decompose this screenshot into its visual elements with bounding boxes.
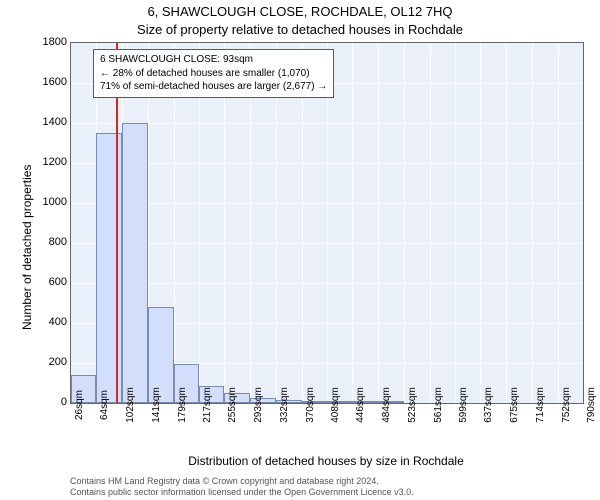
x-tick-label: 523sqm [407, 387, 418, 423]
histogram-bar [122, 123, 148, 403]
gridline-vertical [506, 43, 507, 403]
x-tick-label: 293sqm [253, 387, 264, 423]
gridline-vertical [558, 43, 559, 403]
gridline-vertical [532, 43, 533, 403]
x-tick-label: 370sqm [305, 387, 316, 423]
x-tick-label: 141sqm [151, 387, 162, 423]
x-tick-label: 675sqm [509, 387, 520, 423]
chart-plot-area: 6 SHAWCLOUGH CLOSE: 93sqm← 28% of detach… [70, 42, 584, 404]
info-box: 6 SHAWCLOUGH CLOSE: 93sqm← 28% of detach… [93, 49, 334, 98]
y-tick-label: 1000 [27, 196, 67, 208]
footer-line1: Contains HM Land Registry data © Crown c… [70, 476, 582, 487]
y-tick-label: 1800 [27, 36, 67, 48]
y-tick-label: 800 [27, 236, 67, 248]
info-box-line1: 6 SHAWCLOUGH CLOSE: 93sqm [100, 53, 327, 67]
y-tick-label: 0 [27, 396, 67, 408]
gridline-vertical [430, 43, 431, 403]
x-tick-label: 64sqm [99, 390, 110, 420]
x-axis-label: Distribution of detached houses by size … [70, 454, 582, 468]
y-tick-label: 200 [27, 356, 67, 368]
gridline-vertical [480, 43, 481, 403]
x-tick-label: 561sqm [433, 387, 444, 423]
x-tick-label: 637sqm [483, 387, 494, 423]
x-tick-label: 255sqm [227, 387, 238, 423]
x-tick-label: 752sqm [561, 387, 572, 423]
y-tick-label: 1200 [27, 156, 67, 168]
page-title-line1: 6, SHAWCLOUGH CLOSE, ROCHDALE, OL12 7HQ [0, 4, 600, 19]
gridline-vertical [455, 43, 456, 403]
info-box-line3: 71% of semi-detached houses are larger (… [100, 80, 327, 94]
x-tick-label: 332sqm [279, 387, 290, 423]
page-title-line2: Size of property relative to detached ho… [0, 22, 600, 37]
x-tick-label: 217sqm [202, 387, 213, 423]
footer-line2: Contains public sector information licen… [70, 487, 582, 498]
gridline-vertical [404, 43, 405, 403]
x-tick-label: 446sqm [355, 387, 366, 423]
x-tick-label: 599sqm [458, 387, 469, 423]
y-tick-label: 1600 [27, 76, 67, 88]
y-tick-label: 400 [27, 316, 67, 328]
x-tick-label: 102sqm [125, 387, 136, 423]
x-tick-label: 179sqm [177, 387, 188, 423]
y-tick-label: 600 [27, 276, 67, 288]
y-tick-label: 1400 [27, 116, 67, 128]
footer-attribution: Contains HM Land Registry data © Crown c… [70, 476, 582, 499]
x-tick-label: 484sqm [381, 387, 392, 423]
info-box-line2: ← 28% of detached houses are smaller (1,… [100, 67, 327, 81]
x-tick-label: 408sqm [330, 387, 341, 423]
x-tick-label: 26sqm [74, 390, 85, 420]
histogram-bar [96, 133, 121, 403]
gridline-vertical [378, 43, 379, 403]
gridline-vertical [352, 43, 353, 403]
x-tick-label: 714sqm [535, 387, 546, 423]
x-tick-label: 790sqm [586, 387, 597, 423]
